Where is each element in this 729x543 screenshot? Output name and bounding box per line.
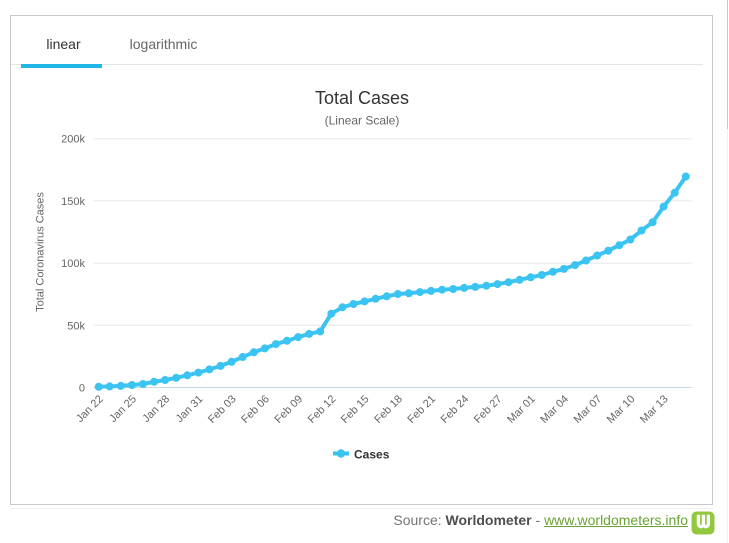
svg-text:Total Coronavirus Cases: Total Coronavirus Cases <box>35 192 47 312</box>
svg-text:Jan 28: Jan 28 <box>140 393 172 425</box>
svg-text:Cases: Cases <box>354 447 390 461</box>
svg-text:(Linear Scale): (Linear Scale) <box>325 114 400 128</box>
svg-text:100k: 100k <box>61 258 85 270</box>
svg-text:Feb 27: Feb 27 <box>472 393 505 426</box>
svg-text:Mar 10: Mar 10 <box>605 393 638 426</box>
svg-text:Mar 01: Mar 01 <box>505 393 538 426</box>
svg-text:Feb 03: Feb 03 <box>206 393 239 426</box>
svg-text:Mar 13: Mar 13 <box>638 393 671 426</box>
svg-text:Feb 15: Feb 15 <box>339 393 372 426</box>
svg-text:Feb 06: Feb 06 <box>239 393 272 426</box>
svg-text:Feb 21: Feb 21 <box>405 393 438 426</box>
svg-text:Feb 12: Feb 12 <box>306 393 339 426</box>
svg-text:Jan 22: Jan 22 <box>74 393 106 425</box>
svg-text:Total Cases: Total Cases <box>315 88 409 108</box>
svg-text:50k: 50k <box>67 320 85 332</box>
svg-text:150k: 150k <box>61 196 85 208</box>
svg-text:Jan 25: Jan 25 <box>107 393 139 425</box>
svg-text:Feb 18: Feb 18 <box>372 393 405 426</box>
svg-text:Mar 04: Mar 04 <box>538 393 571 426</box>
svg-text:0: 0 <box>79 383 85 395</box>
svg-text:Feb 09: Feb 09 <box>273 393 306 426</box>
svg-text:Mar 07: Mar 07 <box>572 393 605 426</box>
svg-text:Jan 31: Jan 31 <box>174 393 206 425</box>
svg-text:200k: 200k <box>61 134 85 146</box>
svg-text:Feb 24: Feb 24 <box>439 393 472 426</box>
